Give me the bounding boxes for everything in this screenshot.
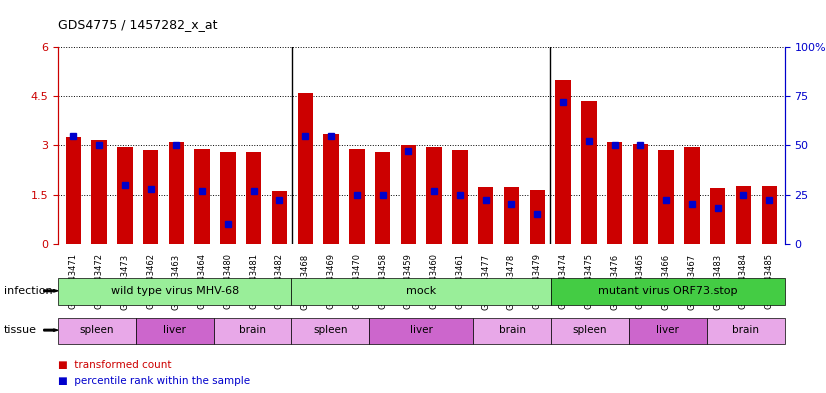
- Bar: [684, 147, 700, 244]
- Text: liver: liver: [657, 325, 679, 335]
- Text: mutant virus ORF73.stop: mutant virus ORF73.stop: [598, 286, 738, 296]
- Text: wild type virus MHV-68: wild type virus MHV-68: [111, 286, 239, 296]
- FancyBboxPatch shape: [369, 318, 473, 344]
- FancyBboxPatch shape: [58, 278, 292, 305]
- Bar: [504, 187, 520, 244]
- Text: spleen: spleen: [313, 325, 348, 335]
- Bar: [529, 189, 545, 244]
- Bar: [710, 188, 725, 244]
- Bar: [452, 150, 468, 244]
- Bar: [349, 149, 364, 244]
- FancyBboxPatch shape: [629, 318, 707, 344]
- Text: liver: liver: [164, 325, 186, 335]
- Bar: [194, 149, 210, 244]
- Bar: [736, 186, 751, 244]
- FancyBboxPatch shape: [551, 318, 629, 344]
- FancyBboxPatch shape: [551, 278, 785, 305]
- FancyBboxPatch shape: [214, 318, 292, 344]
- Text: infection: infection: [4, 286, 53, 296]
- Bar: [65, 137, 81, 244]
- Bar: [426, 147, 442, 244]
- Bar: [117, 147, 132, 244]
- Bar: [762, 186, 777, 244]
- Bar: [169, 142, 184, 244]
- Text: brain: brain: [499, 325, 525, 335]
- Bar: [401, 145, 416, 244]
- Bar: [272, 191, 287, 244]
- Bar: [633, 144, 648, 244]
- Text: mock: mock: [406, 286, 436, 296]
- FancyBboxPatch shape: [707, 318, 785, 344]
- FancyBboxPatch shape: [58, 318, 135, 344]
- Text: tissue: tissue: [4, 325, 37, 335]
- Bar: [555, 80, 571, 244]
- FancyBboxPatch shape: [292, 318, 369, 344]
- Bar: [92, 140, 107, 244]
- Bar: [246, 152, 262, 244]
- Bar: [658, 150, 674, 244]
- Text: GDS4775 / 1457282_x_at: GDS4775 / 1457282_x_at: [58, 18, 217, 31]
- Text: liver: liver: [410, 325, 433, 335]
- Text: spleen: spleen: [572, 325, 607, 335]
- Text: spleen: spleen: [79, 325, 114, 335]
- FancyBboxPatch shape: [292, 278, 551, 305]
- Text: brain: brain: [733, 325, 759, 335]
- FancyBboxPatch shape: [135, 318, 214, 344]
- Bar: [143, 150, 159, 244]
- Bar: [581, 101, 596, 244]
- Bar: [221, 152, 235, 244]
- Text: brain: brain: [239, 325, 266, 335]
- Bar: [607, 142, 622, 244]
- Bar: [478, 187, 493, 244]
- FancyBboxPatch shape: [473, 318, 551, 344]
- Bar: [375, 152, 391, 244]
- Text: ■  transformed count: ■ transformed count: [58, 360, 171, 371]
- Bar: [323, 134, 339, 244]
- Bar: [297, 93, 313, 244]
- Text: ■  percentile rank within the sample: ■ percentile rank within the sample: [58, 376, 250, 386]
